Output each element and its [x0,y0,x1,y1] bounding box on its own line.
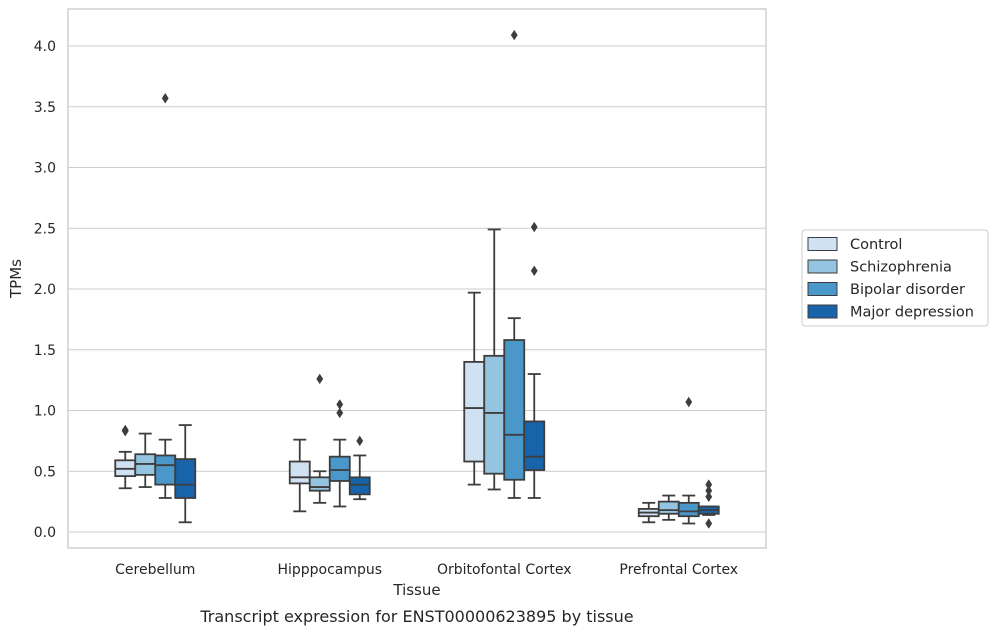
box [348,476,371,496]
outlier-point [161,93,169,104]
legend-label: Bipolar disorder [850,282,965,298]
box [174,458,197,499]
box [463,360,486,463]
legend-label: Major depression [850,305,974,321]
y-tick-label: 3.0 [34,161,56,177]
box [677,501,700,518]
x-tick-label: Cerebellum [115,562,195,578]
outlier-point [121,424,129,436]
legend-swatch [807,259,838,274]
legend-label: Schizophrenia [850,260,952,276]
box [154,454,177,486]
outlier-point [705,485,713,496]
series-major-depression [174,221,720,529]
legend-swatch [807,282,838,296]
y-tick-label: 0.0 [34,525,56,541]
outlier-point [530,221,538,233]
series-schizophrenia [134,228,680,521]
outlier-point [705,518,713,529]
x-tick-label: Hipppocampus [277,562,382,578]
box [308,476,331,492]
box [503,339,526,481]
legend: Control Schizophrenia Bipolar disorder Majo… [801,229,989,327]
x-tick-labels: Cerebellum Hipppocampus Orbitofontal Corte… [115,562,738,578]
outlier-point [336,399,344,410]
legend-swatch [807,304,838,319]
series-control [114,291,660,524]
box [657,500,680,515]
outlier-point [705,491,713,502]
y-tick-label: 3.5 [34,100,56,116]
box [288,460,311,485]
x-axis-label: Tissue [392,581,440,599]
box [523,420,546,471]
legend-frame [801,229,989,327]
legend-label: Control [850,237,902,253]
outlier-point [316,373,324,385]
box [328,455,351,482]
outlier-point [705,479,713,490]
y-tick-label: 1.0 [34,404,56,420]
outlier-point [356,435,364,447]
legend-swatch [807,237,838,251]
y-axis-label: TPMs [7,259,25,299]
outlier-point [336,407,344,419]
y-tick-labels: 0.0 0.5 1.0 1.5 2.0 2.5 3.0 3.5 4.0 [34,39,56,541]
box-series-layer [114,29,720,529]
y-tick-label: 2.0 [34,282,56,298]
x-tick-label: Orbitofontal Cortex [437,562,572,578]
y-tick-label: 2.5 [34,221,56,237]
y-tick-label: 1.5 [34,343,56,359]
x-tick-label: Prefrontal Cortex [619,562,738,578]
outlier-point [530,265,538,276]
plot-area-frame [67,8,767,549]
chart-caption: Transcript expression for ENST0000062389… [199,607,633,626]
box [483,354,506,475]
y-tick-label: 0.5 [34,464,56,480]
outlier-point [510,29,518,41]
y-tick-label: 4.0 [34,39,56,55]
series-bipolar-disorder [154,29,700,525]
outlier-point [685,396,693,408]
